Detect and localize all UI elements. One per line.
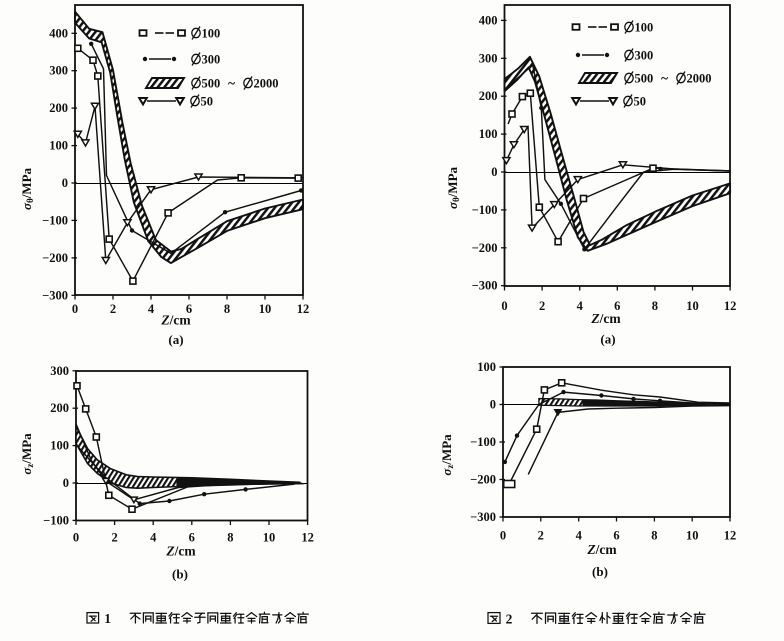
svg-text:−300: −300 — [470, 510, 496, 524]
svg-text:0: 0 — [72, 302, 78, 316]
svg-text:(b): (b) — [592, 564, 608, 579]
svg-text:2: 2 — [506, 612, 513, 627]
svg-text:0: 0 — [500, 529, 506, 543]
svg-text:10: 10 — [263, 531, 276, 545]
svg-text:12: 12 — [724, 299, 737, 313]
svg-text:4: 4 — [150, 531, 157, 545]
svg-text:300: 300 — [635, 49, 654, 63]
svg-text:0: 0 — [501, 299, 507, 313]
svg-text:12: 12 — [297, 302, 310, 316]
svg-text:8: 8 — [227, 531, 233, 545]
svg-text:300: 300 — [479, 51, 498, 65]
svg-text:2: 2 — [110, 302, 116, 316]
svg-text:500: 500 — [635, 72, 654, 86]
svg-text:−200: −200 — [470, 473, 496, 487]
svg-text:10: 10 — [259, 302, 272, 316]
svg-text:−100: −100 — [43, 513, 69, 527]
svg-text:0: 0 — [62, 176, 68, 190]
svg-text:−100: −100 — [42, 213, 68, 227]
svg-text:10: 10 — [686, 299, 699, 313]
svg-text:~: ~ — [228, 76, 235, 91]
svg-text:0: 0 — [73, 531, 79, 545]
svg-text:σz/MPa: σz/MPa — [439, 434, 455, 476]
svg-text:−300: −300 — [472, 279, 498, 293]
svg-text:100: 100 — [50, 439, 69, 453]
svg-text:300: 300 — [49, 64, 68, 78]
svg-text:0: 0 — [491, 165, 497, 179]
svg-text:200: 200 — [479, 89, 498, 103]
svg-text:6: 6 — [614, 299, 620, 313]
svg-text:100: 100 — [635, 21, 654, 35]
svg-text:1: 1 — [104, 611, 111, 626]
svg-text:400: 400 — [479, 13, 498, 27]
svg-text:Z/cm: Z/cm — [586, 542, 617, 557]
svg-text:(a): (a) — [168, 332, 183, 347]
svg-text:2000: 2000 — [687, 72, 712, 86]
svg-text:50: 50 — [634, 95, 647, 109]
svg-text:8: 8 — [224, 302, 230, 316]
svg-text:12: 12 — [301, 531, 314, 545]
svg-text:2: 2 — [539, 299, 545, 313]
svg-text:(a): (a) — [600, 332, 615, 347]
svg-text:σz/MPa: σz/MPa — [19, 433, 35, 475]
svg-text:−100: −100 — [472, 203, 498, 217]
svg-text:100: 100 — [202, 27, 221, 41]
svg-text:500: 500 — [202, 77, 221, 91]
svg-text:6: 6 — [189, 531, 195, 545]
svg-text:6: 6 — [613, 529, 619, 543]
svg-text:−200: −200 — [42, 251, 68, 265]
svg-text:8: 8 — [652, 299, 658, 313]
svg-text:200: 200 — [50, 401, 69, 415]
svg-text:(b): (b) — [172, 567, 188, 582]
svg-text:8: 8 — [651, 529, 657, 543]
svg-text:10: 10 — [686, 529, 699, 543]
svg-text:−200: −200 — [472, 241, 498, 255]
svg-text:Z/cm: Z/cm — [590, 311, 621, 326]
svg-text:2: 2 — [538, 529, 544, 543]
svg-text:300: 300 — [202, 53, 221, 67]
svg-text:σθ/MPa: σθ/MPa — [19, 167, 35, 210]
svg-text:6: 6 — [186, 302, 192, 316]
svg-text:σθ/MPa: σθ/MPa — [445, 166, 461, 209]
svg-text:4: 4 — [576, 529, 583, 543]
svg-text:12: 12 — [724, 529, 737, 543]
svg-text:−100: −100 — [470, 435, 496, 449]
svg-text:50: 50 — [201, 95, 214, 109]
svg-text:4: 4 — [577, 299, 584, 313]
svg-text:4: 4 — [148, 302, 155, 316]
svg-text:−300: −300 — [42, 288, 68, 302]
svg-text:0: 0 — [490, 398, 496, 412]
svg-text:2000: 2000 — [254, 77, 279, 91]
svg-text:Z/cm: Z/cm — [160, 313, 191, 328]
svg-text:100: 100 — [477, 360, 496, 374]
svg-text:2: 2 — [111, 531, 117, 545]
svg-text:100: 100 — [49, 139, 68, 153]
svg-text:100: 100 — [479, 127, 498, 141]
svg-text:200: 200 — [49, 101, 68, 115]
svg-text:400: 400 — [49, 26, 68, 40]
svg-text:Z/cm: Z/cm — [165, 544, 196, 559]
svg-text:~: ~ — [661, 71, 668, 86]
svg-text:0: 0 — [63, 476, 69, 490]
svg-text:300: 300 — [50, 364, 69, 378]
